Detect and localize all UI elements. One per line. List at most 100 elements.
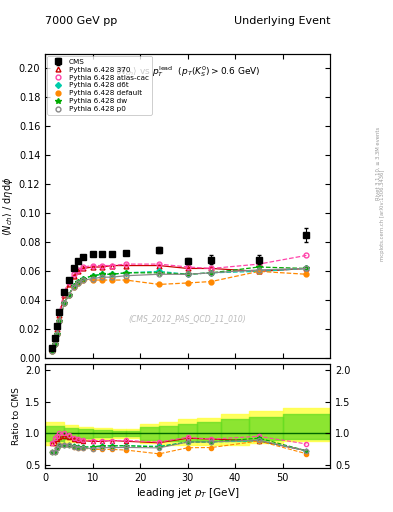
Pythia 6.428 370 <box>76 268 81 274</box>
Pythia 6.428 default <box>72 284 76 290</box>
Pythia 6.428 370 <box>157 263 162 269</box>
Pythia 6.428 p0 <box>52 341 57 347</box>
Text: Rivet 3.1.10, ≥ 3.3M events: Rivet 3.1.10, ≥ 3.3M events <box>376 127 380 201</box>
Pythia 6.428 dw <box>100 271 105 278</box>
Pythia 6.428 atlas-cac <box>62 289 66 295</box>
Pythia 6.428 default <box>52 341 57 347</box>
Pythia 6.428 370 <box>72 272 76 279</box>
Pythia 6.428 atlas-cac <box>52 336 57 343</box>
Pythia 6.428 default <box>55 331 59 337</box>
Pythia 6.428 default <box>257 268 261 274</box>
Pythia 6.428 dw <box>81 275 86 282</box>
Pythia 6.428 p0 <box>304 265 309 271</box>
Pythia 6.428 370 <box>185 265 190 271</box>
Pythia 6.428 p0 <box>100 274 105 280</box>
Pythia 6.428 p0 <box>57 317 62 324</box>
Pythia 6.428 d6t <box>185 271 190 278</box>
Pythia 6.428 d6t <box>100 271 105 278</box>
Text: (CMS_2012_PAS_QCD_11_010): (CMS_2012_PAS_QCD_11_010) <box>129 314 246 323</box>
Pythia 6.428 p0 <box>50 348 55 354</box>
Pythia 6.428 p0 <box>90 275 95 282</box>
Pythia 6.428 370 <box>100 264 105 270</box>
Pythia 6.428 p0 <box>209 270 214 276</box>
Pythia 6.428 default <box>209 279 214 285</box>
Y-axis label: Ratio to CMS: Ratio to CMS <box>12 387 21 445</box>
Pythia 6.428 atlas-cac <box>90 263 95 269</box>
Pythia 6.428 atlas-cac <box>109 263 114 269</box>
Pythia 6.428 default <box>50 348 55 354</box>
Pythia 6.428 default <box>100 277 105 283</box>
Line: Pythia 6.428 370: Pythia 6.428 370 <box>50 263 309 352</box>
Pythia 6.428 370 <box>66 282 71 288</box>
Pythia 6.428 atlas-cac <box>55 325 59 331</box>
Pythia 6.428 atlas-cac <box>257 261 261 267</box>
Pythia 6.428 d6t <box>209 270 214 276</box>
Pythia 6.428 default <box>90 277 95 283</box>
Pythia 6.428 dw <box>90 272 95 279</box>
Pythia 6.428 p0 <box>72 284 76 290</box>
Pythia 6.428 default <box>157 282 162 288</box>
Pythia 6.428 default <box>185 280 190 286</box>
Pythia 6.428 p0 <box>257 267 261 273</box>
Pythia 6.428 d6t <box>304 265 309 271</box>
Pythia 6.428 dw <box>304 265 309 271</box>
Pythia 6.428 default <box>76 280 81 286</box>
Pythia 6.428 p0 <box>109 274 114 280</box>
Pythia 6.428 dw <box>209 270 214 276</box>
Pythia 6.428 dw <box>55 331 59 337</box>
Pythia 6.428 370 <box>209 265 214 271</box>
Pythia 6.428 dw <box>109 271 114 278</box>
Pythia 6.428 d6t <box>109 271 114 278</box>
Pythia 6.428 d6t <box>257 268 261 274</box>
Line: Pythia 6.428 d6t: Pythia 6.428 d6t <box>50 266 309 353</box>
Pythia 6.428 p0 <box>55 331 59 337</box>
Pythia 6.428 atlas-cac <box>66 279 71 285</box>
Pythia 6.428 d6t <box>90 272 95 279</box>
Pythia 6.428 p0 <box>123 272 128 279</box>
Pythia 6.428 atlas-cac <box>123 261 128 267</box>
Pythia 6.428 atlas-cac <box>100 263 105 269</box>
Pythia 6.428 370 <box>109 263 114 269</box>
Pythia 6.428 dw <box>52 341 57 347</box>
Pythia 6.428 370 <box>90 264 95 270</box>
Pythia 6.428 d6t <box>52 341 57 347</box>
Pythia 6.428 dw <box>157 270 162 276</box>
X-axis label: leading jet $p_T$ [GeV]: leading jet $p_T$ [GeV] <box>136 486 239 500</box>
Pythia 6.428 370 <box>62 291 66 297</box>
Pythia 6.428 dw <box>62 300 66 306</box>
Pythia 6.428 d6t <box>76 279 81 285</box>
Pythia 6.428 atlas-cac <box>304 252 309 259</box>
Pythia 6.428 d6t <box>66 291 71 297</box>
Pythia 6.428 dw <box>50 348 55 354</box>
Pythia 6.428 atlas-cac <box>76 267 81 273</box>
Pythia 6.428 dw <box>57 317 62 324</box>
Pythia 6.428 p0 <box>62 300 66 306</box>
Pythia 6.428 p0 <box>185 271 190 278</box>
Pythia 6.428 370 <box>304 265 309 271</box>
Pythia 6.428 atlas-cac <box>185 264 190 270</box>
Text: $\langle N_{ch}\rangle$ vs $p_T^{\rm lead}$  ($p_T(K_S^0) > 0.6$ GeV): $\langle N_{ch}\rangle$ vs $p_T^{\rm lea… <box>115 65 261 79</box>
Pythia 6.428 default <box>57 317 62 324</box>
Pythia 6.428 default <box>66 291 71 297</box>
Text: 7000 GeV pp: 7000 GeV pp <box>45 16 118 27</box>
Pythia 6.428 d6t <box>72 283 76 289</box>
Pythia 6.428 d6t <box>50 348 55 354</box>
Y-axis label: $\langle N_{ch} \rangle$ / d$\eta$d$\phi$: $\langle N_{ch} \rangle$ / d$\eta$d$\phi… <box>1 176 15 236</box>
Pythia 6.428 d6t <box>157 268 162 274</box>
Pythia 6.428 dw <box>66 291 71 297</box>
Pythia 6.428 d6t <box>57 317 62 324</box>
Pythia 6.428 dw <box>72 283 76 289</box>
Pythia 6.428 atlas-cac <box>209 265 214 271</box>
Pythia 6.428 370 <box>123 263 128 269</box>
Pythia 6.428 atlas-cac <box>72 271 76 278</box>
Legend: CMS, Pythia 6.428 370, Pythia 6.428 atlas-cac, Pythia 6.428 d6t, Pythia 6.428 de: CMS, Pythia 6.428 370, Pythia 6.428 atla… <box>48 56 152 115</box>
Pythia 6.428 370 <box>57 312 62 318</box>
Pythia 6.428 dw <box>76 279 81 285</box>
Pythia 6.428 default <box>62 300 66 306</box>
Pythia 6.428 dw <box>185 271 190 278</box>
Pythia 6.428 default <box>304 271 309 278</box>
Pythia 6.428 atlas-cac <box>50 347 55 353</box>
Pythia 6.428 p0 <box>66 291 71 297</box>
Pythia 6.428 370 <box>55 326 59 332</box>
Line: Pythia 6.428 p0: Pythia 6.428 p0 <box>50 266 309 354</box>
